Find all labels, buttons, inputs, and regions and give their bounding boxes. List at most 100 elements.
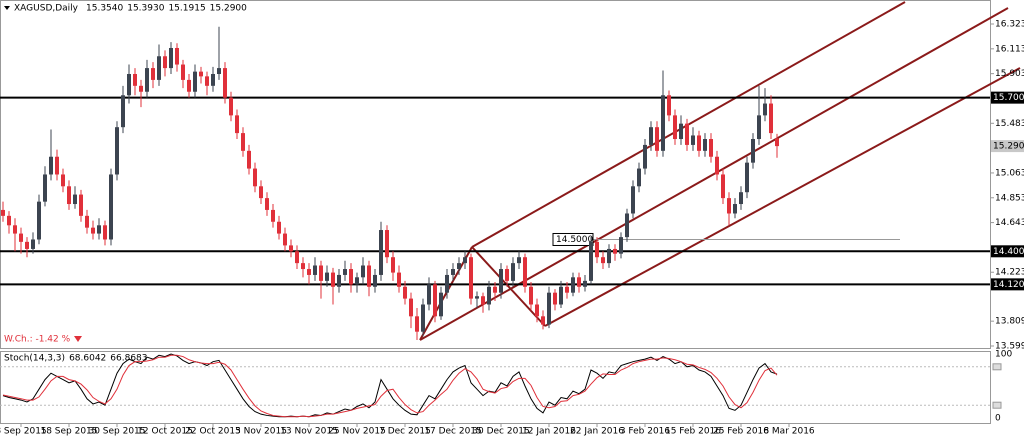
candle-body — [109, 174, 113, 240]
candle-body — [163, 56, 167, 69]
candle-body — [151, 68, 155, 80]
candle-body — [301, 263, 305, 270]
candle-body — [433, 284, 437, 317]
candle-body — [709, 139, 713, 157]
candle-body — [745, 162, 749, 193]
candle-body — [601, 257, 605, 264]
candle-body — [457, 263, 461, 270]
candle-body — [427, 284, 431, 305]
price-box-label: 15.2900 — [993, 142, 1024, 152]
x-tick-label: 3 Nov 2015 — [235, 427, 287, 437]
y-tick-label: 15.0630 — [995, 168, 1024, 178]
candle-body — [439, 292, 443, 317]
channel-middle — [419, 7, 1009, 341]
price-box — [991, 245, 1024, 258]
x-tick-label: 22 Oct 2015 — [185, 427, 241, 437]
candle-body — [1, 209, 5, 216]
candle-body — [337, 274, 341, 287]
x-tick-label: 25 Nov 2015 — [328, 427, 386, 437]
candle-body — [715, 156, 719, 175]
candle-body — [697, 135, 701, 151]
candle-body — [361, 265, 365, 278]
price-box-label: 15.7000 — [993, 93, 1024, 103]
candle-body — [181, 64, 185, 80]
candle-body — [661, 95, 665, 151]
weekly-change: W.Ch.: -1.42 % — [4, 335, 71, 345]
candle-body — [343, 269, 347, 275]
candle-body — [553, 292, 557, 305]
candle-body — [583, 280, 587, 287]
price-box — [991, 140, 1024, 153]
price-box — [991, 278, 1024, 291]
candle-body — [115, 127, 119, 175]
candle-body — [499, 269, 503, 293]
candle-body — [223, 68, 227, 98]
candle-body — [493, 286, 497, 293]
candle-body — [247, 150, 251, 169]
stoch-tick-label: 0 — [995, 414, 1001, 424]
candle-body — [133, 73, 137, 86]
candle-body — [97, 225, 101, 234]
candle-body — [55, 156, 59, 175]
candle-body — [775, 138, 779, 147]
stoch-line — [2, 353, 778, 418]
note-label: 14.5000 — [556, 235, 593, 245]
candle-body — [235, 115, 239, 134]
candle-body — [193, 71, 197, 92]
candle-body — [655, 127, 659, 151]
stoch-label: Stoch(14,3,3) — [4, 354, 65, 364]
candle-body — [169, 47, 173, 69]
candle-body — [607, 248, 611, 264]
x-tick-label: 8 Sep 2015 — [0, 427, 47, 437]
x-tick-label: 25 Feb 2016 — [713, 427, 769, 437]
candle-body — [445, 274, 449, 293]
candle-body — [691, 135, 695, 145]
candle-body — [85, 215, 89, 228]
candle-body — [67, 186, 71, 205]
candle-body — [451, 269, 455, 275]
x-tick-label: 15 Feb 2016 — [665, 427, 721, 437]
candle-body — [391, 257, 395, 273]
candle-body — [61, 174, 65, 187]
candle-body — [349, 269, 353, 285]
candle-body — [43, 174, 47, 202]
candle-body — [259, 186, 263, 199]
stoch-value: 68.6042 — [69, 354, 106, 364]
candle-body — [49, 156, 53, 175]
y-tick-label: 14.6430 — [995, 218, 1024, 228]
candle-body — [31, 239, 35, 249]
candle-body — [211, 73, 215, 86]
candle-body — [649, 127, 653, 145]
down-arrow — [74, 336, 82, 342]
candle-body — [727, 198, 731, 214]
candle-body — [325, 272, 329, 281]
candle-body — [589, 241, 593, 281]
candle-body — [127, 73, 131, 96]
y-tick-label: 13.8090 — [995, 317, 1024, 327]
candle-body — [355, 277, 359, 285]
candle-body — [79, 194, 83, 216]
candle-body — [511, 263, 515, 281]
y-tick-label: 15.4830 — [995, 119, 1024, 129]
y-tick-label: 14.2230 — [995, 268, 1024, 278]
note-box — [552, 232, 594, 246]
symbol-title: XAGUSD,Daily — [14, 4, 79, 14]
candle-body — [613, 248, 617, 254]
candle-body — [187, 79, 191, 92]
candle-body — [397, 272, 401, 287]
price-box — [991, 91, 1024, 104]
candle-body — [199, 71, 203, 77]
stoch-level-box — [992, 401, 1002, 409]
candle-body — [295, 251, 299, 264]
candle-body — [517, 257, 521, 264]
candle-body — [373, 274, 377, 287]
y-tick-label: 13.5990 — [995, 341, 1024, 351]
candle-body — [319, 265, 323, 281]
candle-body — [307, 269, 311, 275]
candle-body — [685, 123, 689, 145]
candle-body — [733, 204, 737, 214]
candle-body — [559, 286, 563, 305]
y-tick-label: 15.9030 — [995, 69, 1024, 79]
